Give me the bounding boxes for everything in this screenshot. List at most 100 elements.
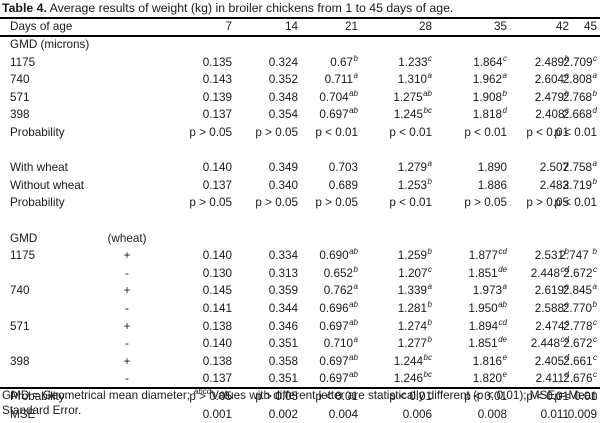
row-label: Probability	[10, 390, 65, 403]
significance-letter: ab	[349, 106, 358, 116]
cell-value: 1.245	[393, 108, 424, 122]
table-cell: 0.346	[269, 318, 298, 335]
cell-value: 0.002	[268, 407, 298, 421]
cell-value: 0.697	[319, 354, 349, 368]
table-row: 571 +0.138 0.346 0.697ab 1.274b 1.894cd 2.474c…	[0, 318, 600, 335]
table-cell: 1.864c	[473, 54, 507, 71]
table-cell: 0.351	[269, 335, 298, 352]
cell-value: 0.351	[268, 372, 298, 386]
table-cell: 1.253b	[398, 177, 432, 194]
header-day-21: 21	[344, 20, 358, 33]
significance-letter: a	[564, 71, 569, 81]
significance-letter: a	[592, 159, 597, 169]
significance-letter: b	[564, 53, 569, 63]
table-row: GMD (wheat)	[0, 230, 600, 247]
row-label: 1175	[10, 249, 36, 263]
cell-value: p < 0.01	[526, 126, 569, 139]
cell-value: 0.140	[202, 161, 232, 175]
cell-value: p > 0.05	[189, 390, 232, 403]
cell-value: 1.894	[468, 319, 499, 333]
table-cell: 0.710a	[324, 335, 358, 352]
table-cell: 0.137	[203, 177, 232, 194]
cell-value: p > 0.05	[255, 196, 298, 210]
cell-value: 1.962	[472, 73, 503, 87]
row-label: 1175	[10, 55, 36, 69]
table-row: Probability p > 0.05 p > 0.05 p < 0.01 p < 0…	[0, 124, 600, 141]
table-cell: 2.489b	[535, 54, 569, 71]
table-cell: 2.758a	[563, 159, 597, 176]
table-row: 740 +0.145 0.359 0.762a 1.339a 1.973a 2.619a 2.…	[0, 282, 600, 299]
table-cell: 0.006	[403, 406, 432, 423]
cell-value: 0.009	[567, 407, 597, 421]
table-cell: p > 0.05	[189, 124, 232, 141]
table-cell: 2.808a	[563, 71, 597, 88]
row-label: With wheat	[10, 161, 68, 175]
cell-value: p > 0.05	[255, 126, 298, 139]
table-cell: 1.279a	[398, 159, 432, 176]
table-cell: 1.245bc	[394, 106, 432, 123]
cell-value: 0.137	[202, 178, 232, 192]
table-cell: 2.619a	[535, 282, 569, 299]
table-row: 1175 0.135 0.324 0.67b 1.233c 1.864c 2.489b 2.7…	[0, 54, 600, 71]
table-cell: 0.002	[269, 406, 298, 423]
table-row: 571 0.139 0.348 0.704ab 1.275ab 1.908b 2.479b 2…	[0, 89, 600, 106]
table-cell: 2.747 b	[560, 247, 597, 264]
table-cell: 0.351	[269, 370, 298, 387]
significance-letter: c	[593, 264, 597, 274]
significance-letter: a	[502, 71, 507, 81]
cell-value: 2.747	[559, 249, 593, 263]
table-row: 1175 +0.140 0.334 0.690ab 1.259b 1.877cd 2.531…	[0, 247, 600, 264]
cell-value: p > 0.05	[189, 196, 232, 210]
table-row: Without wheat 0.137 0.340 0.689 1.253b 1.886 2…	[0, 177, 600, 194]
table-caption-text: Average results of weight (kg) in broile…	[46, 1, 454, 15]
cell-value: 0.140	[202, 337, 232, 351]
cell-value: p < 0.01	[389, 390, 432, 403]
table-cell: 0.697ab	[319, 370, 358, 387]
cell-value: 1.886	[477, 178, 507, 192]
table-row: - 0.137 0.351 0.697ab 1.246bc 1.820e 2.411d 2.6…	[0, 370, 600, 387]
cell-value: 0.697	[319, 372, 349, 386]
table-cell: 1.818d	[473, 106, 507, 123]
table-cell: 0.697ab	[319, 353, 358, 370]
table-cell: 0.140	[203, 247, 232, 264]
table-cell: 2.719b	[563, 177, 597, 194]
table-cell: 2.768b	[563, 89, 597, 106]
significance-letter: c	[593, 53, 597, 63]
footnote-text-2: Values with different letter are statist…	[2, 389, 598, 417]
significance-letter: ab	[349, 370, 358, 380]
table-cell: 1.339a	[398, 282, 432, 299]
significance-letter: e	[502, 370, 507, 380]
table-cell: 1.207c	[398, 265, 432, 282]
table-cell: p > 0.05	[526, 194, 569, 211]
table-cell: p < 0.01	[315, 388, 358, 405]
cell-value: 0.710	[323, 337, 354, 351]
row-label: GMD	[10, 231, 38, 245]
table-cell: p < 0.01	[554, 124, 597, 141]
header-day-28: 28	[418, 20, 432, 33]
table-cell: 0.143	[203, 71, 232, 88]
cell-value: 0.313	[268, 266, 298, 280]
table-cell: 0.354	[269, 106, 298, 123]
cell-value: 1.244	[393, 354, 424, 368]
header-days-label: Days of age	[10, 20, 73, 33]
table-cell: p > 0.05	[315, 194, 358, 211]
cell-value: 0.346	[268, 319, 298, 333]
table-cell: 0.140	[203, 159, 232, 176]
cell-value: 2.709	[563, 55, 593, 69]
row-label: 571	[10, 319, 30, 333]
significance-letter: d	[564, 370, 569, 380]
cell-value: 1.890	[477, 161, 507, 175]
table-cell: 1.244bc	[394, 353, 432, 370]
cell-value: 0.004	[328, 407, 358, 421]
table-cell: 0.137	[203, 106, 232, 123]
cell-value: p > 0.05	[526, 196, 569, 210]
table-cell: 1.275ab	[393, 89, 432, 106]
table-cell: 0.697ab	[319, 106, 358, 123]
table-cell: p < 0.01	[526, 124, 569, 141]
table-cell: 0.011	[541, 406, 569, 423]
table-row: Probability p > 0.05 p > 0.05 p > 0.05 p < 0…	[0, 194, 600, 211]
cell-value: 0.703	[328, 161, 358, 175]
significance-letter: c	[593, 335, 597, 345]
significance-letter: e	[502, 352, 507, 362]
cell-value: 2.507	[539, 161, 569, 175]
